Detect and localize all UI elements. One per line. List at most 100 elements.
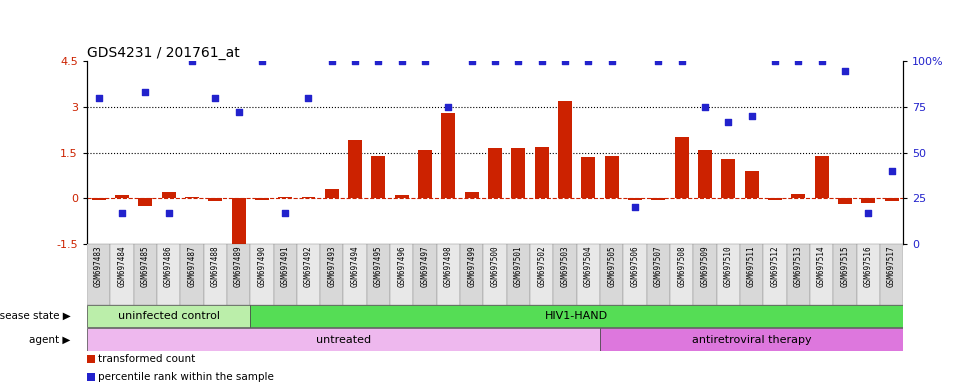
Text: GSM697497: GSM697497 bbox=[420, 246, 430, 287]
Point bbox=[767, 58, 782, 65]
Bar bbox=[582, 157, 595, 198]
Bar bbox=[862, 198, 875, 203]
Bar bbox=[628, 198, 642, 200]
Point bbox=[325, 58, 340, 65]
Text: GSM697515: GSM697515 bbox=[840, 246, 849, 287]
Text: agent ▶: agent ▶ bbox=[29, 334, 71, 344]
Text: GSM697489: GSM697489 bbox=[234, 246, 243, 287]
Bar bbox=[441, 113, 455, 198]
Bar bbox=[250, 305, 903, 328]
Point bbox=[744, 113, 759, 119]
Bar bbox=[763, 244, 786, 305]
Bar bbox=[418, 149, 432, 198]
Bar bbox=[511, 148, 526, 198]
Bar bbox=[255, 198, 269, 200]
Text: HIV1-HAND: HIV1-HAND bbox=[545, 311, 609, 321]
Bar bbox=[600, 328, 903, 351]
Bar bbox=[348, 141, 362, 198]
Bar bbox=[577, 244, 600, 305]
Text: GSM697516: GSM697516 bbox=[864, 246, 872, 287]
Bar bbox=[768, 198, 781, 200]
Point bbox=[160, 210, 177, 216]
Bar bbox=[320, 244, 344, 305]
Bar bbox=[507, 244, 530, 305]
Point bbox=[884, 168, 899, 174]
Text: transformed count: transformed count bbox=[99, 354, 196, 364]
Bar bbox=[717, 244, 740, 305]
Point bbox=[581, 58, 596, 65]
Text: GSM697499: GSM697499 bbox=[468, 246, 476, 287]
Bar bbox=[390, 244, 413, 305]
Bar bbox=[115, 195, 128, 198]
Bar bbox=[250, 244, 273, 305]
Bar bbox=[87, 328, 600, 351]
Point bbox=[254, 58, 270, 65]
Bar bbox=[87, 244, 110, 305]
Point bbox=[604, 58, 619, 65]
Text: GSM697506: GSM697506 bbox=[631, 246, 639, 287]
Text: GSM697513: GSM697513 bbox=[794, 246, 803, 287]
Text: GSM697496: GSM697496 bbox=[397, 246, 407, 287]
Point bbox=[137, 89, 153, 96]
Text: uninfected control: uninfected control bbox=[118, 311, 219, 321]
Bar bbox=[344, 244, 367, 305]
Text: GSM697507: GSM697507 bbox=[654, 246, 663, 287]
Bar bbox=[483, 244, 507, 305]
Bar bbox=[301, 197, 316, 198]
Point bbox=[534, 58, 550, 65]
Bar bbox=[857, 244, 880, 305]
Bar bbox=[558, 101, 572, 198]
Point bbox=[721, 119, 736, 125]
Bar bbox=[87, 372, 95, 381]
Bar bbox=[623, 244, 646, 305]
Point bbox=[348, 58, 363, 65]
Point bbox=[627, 204, 642, 210]
Text: disease state ▶: disease state ▶ bbox=[0, 311, 71, 321]
Text: GSM697508: GSM697508 bbox=[677, 246, 686, 287]
Text: GSM697486: GSM697486 bbox=[164, 246, 173, 287]
Point bbox=[557, 58, 573, 65]
Bar bbox=[698, 149, 712, 198]
Point bbox=[114, 210, 129, 216]
Bar bbox=[437, 244, 460, 305]
Bar bbox=[745, 171, 758, 198]
Point bbox=[511, 58, 526, 65]
Point bbox=[464, 58, 479, 65]
Bar bbox=[791, 194, 806, 198]
Bar bbox=[814, 156, 829, 198]
Point bbox=[813, 58, 829, 65]
Point bbox=[697, 104, 713, 110]
Bar bbox=[209, 198, 222, 200]
Bar bbox=[367, 244, 390, 305]
Bar bbox=[156, 244, 181, 305]
Bar bbox=[722, 159, 735, 198]
Bar bbox=[880, 244, 903, 305]
Text: percentile rank within the sample: percentile rank within the sample bbox=[99, 372, 274, 382]
Text: GSM697492: GSM697492 bbox=[304, 246, 313, 287]
Text: untreated: untreated bbox=[316, 334, 371, 344]
Bar bbox=[297, 244, 320, 305]
Point bbox=[417, 58, 433, 65]
Text: GSM697493: GSM697493 bbox=[327, 246, 336, 287]
Bar bbox=[273, 244, 297, 305]
Text: GDS4231 / 201761_at: GDS4231 / 201761_at bbox=[87, 46, 240, 60]
Point bbox=[185, 58, 200, 65]
Bar bbox=[488, 148, 502, 198]
Text: GSM697483: GSM697483 bbox=[94, 246, 103, 287]
Text: GSM697498: GSM697498 bbox=[444, 246, 453, 287]
Bar bbox=[834, 244, 857, 305]
Bar bbox=[646, 244, 670, 305]
Bar bbox=[232, 198, 245, 244]
Bar bbox=[600, 244, 623, 305]
Text: antiretroviral therapy: antiretroviral therapy bbox=[692, 334, 811, 344]
Point bbox=[674, 58, 690, 65]
Bar bbox=[670, 244, 694, 305]
Text: GSM697488: GSM697488 bbox=[211, 246, 219, 287]
Point bbox=[488, 58, 503, 65]
Bar bbox=[87, 354, 95, 363]
Point bbox=[91, 95, 106, 101]
Text: GSM697502: GSM697502 bbox=[537, 246, 546, 287]
Point bbox=[371, 58, 386, 65]
Bar bbox=[554, 244, 577, 305]
Text: GSM697494: GSM697494 bbox=[351, 246, 359, 287]
